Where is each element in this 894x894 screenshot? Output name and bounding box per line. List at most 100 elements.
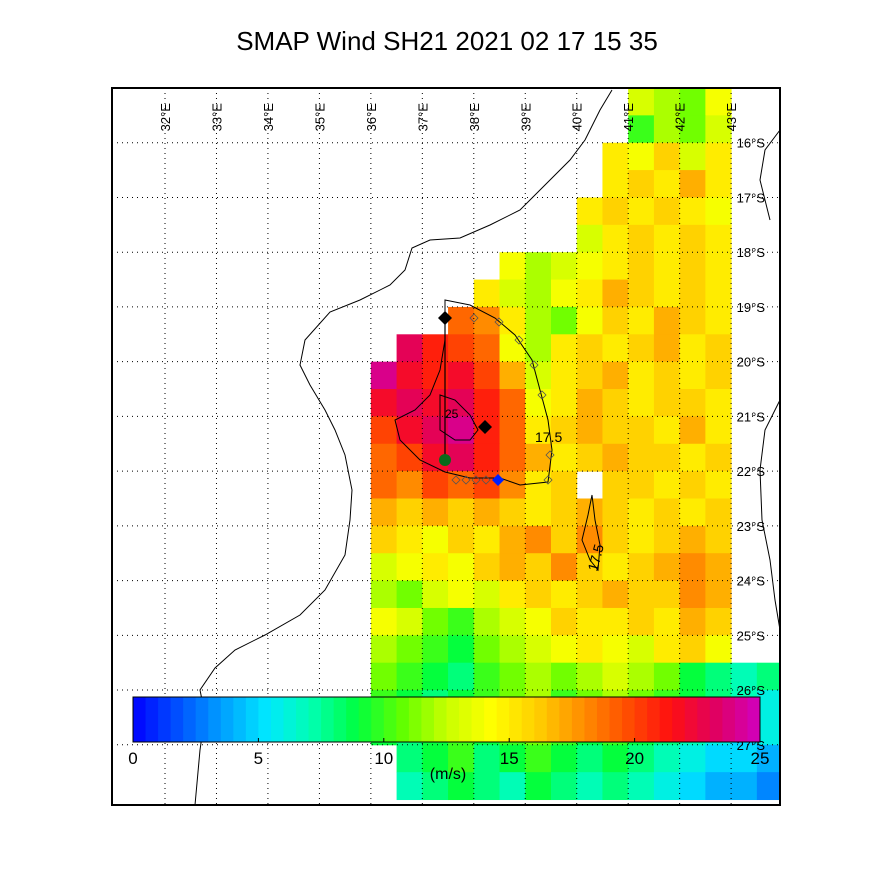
wind-cell [525, 607, 552, 636]
wind-cell [705, 334, 732, 363]
colorbar-swatch [208, 697, 222, 742]
colorbar-swatch [383, 697, 397, 742]
wind-cell [499, 498, 526, 527]
wind-cell [602, 744, 629, 773]
wind-cell [628, 88, 655, 116]
lat-label: 24°S [737, 574, 766, 589]
wind-cell [448, 525, 475, 554]
wind-cell [628, 170, 655, 198]
wind-cell [576, 224, 603, 253]
wind-cell [473, 553, 501, 582]
wind-cell [628, 197, 655, 226]
wind-cell [448, 498, 475, 527]
wind-cell [653, 279, 681, 308]
colorbar-swatch [722, 697, 736, 742]
wind-cell [370, 498, 398, 527]
wind-cell [628, 471, 655, 499]
wind-cell [370, 662, 398, 691]
wind-cell [473, 525, 501, 554]
colorbar-swatch [484, 697, 498, 742]
wind-cell [370, 635, 398, 664]
wind-cell [628, 306, 655, 335]
colorbar-swatch [321, 697, 335, 742]
wind-cell [602, 170, 629, 198]
wind-cell [370, 607, 398, 636]
wind-cell [448, 607, 475, 636]
wind-cell [653, 580, 681, 609]
wind-cell [499, 772, 526, 801]
wind-cell [422, 580, 449, 609]
wind-cell [653, 662, 681, 691]
wind-cell [602, 197, 629, 226]
wind-cell [396, 744, 423, 773]
wind-cell [525, 498, 552, 527]
wind-cell [448, 580, 475, 609]
wind-cell [653, 553, 681, 582]
storm-center [439, 454, 451, 466]
wind-cell [653, 416, 681, 445]
wind-cell [628, 553, 655, 582]
lat-label: 19°S [737, 300, 766, 315]
lat-label: 17°S [737, 190, 766, 205]
wind-cell [602, 224, 629, 253]
lat-label: 22°S [737, 464, 766, 479]
wind-cell [396, 498, 423, 527]
wind-cell [448, 389, 475, 417]
contour-label: 17.5 [584, 542, 607, 573]
wind-cell [705, 279, 732, 308]
colorbar-swatch [446, 697, 460, 742]
wind-cell [550, 416, 578, 445]
wind-cell [448, 443, 475, 472]
coastline [194, 89, 613, 806]
wind-cell [396, 471, 423, 499]
track-marker [438, 311, 452, 325]
wind-cell [370, 471, 398, 499]
wind-cell [370, 416, 398, 445]
wind-cell [705, 772, 732, 801]
wind-cell [473, 744, 501, 773]
wind-cell [525, 279, 552, 308]
wind-cell [422, 635, 449, 664]
wind-cell [705, 361, 732, 390]
wind-cell [396, 635, 423, 664]
colorbar-swatch [233, 697, 247, 742]
wind-cell [705, 744, 732, 773]
wind-cell [550, 662, 578, 691]
wind-cell [525, 306, 552, 335]
wind-cell [473, 443, 501, 472]
wind-cell [499, 361, 526, 390]
wind-cell [602, 607, 629, 636]
wind-cell [705, 471, 732, 499]
wind-cell [550, 744, 578, 773]
wind-cell [756, 662, 781, 691]
wind-cell [473, 361, 501, 390]
wind-cell [628, 772, 655, 801]
wind-cell [525, 553, 552, 582]
wind-cell [473, 635, 501, 664]
wind-cell [628, 361, 655, 390]
colorbar-swatch [672, 697, 686, 742]
colorbar-swatch [471, 697, 485, 742]
wind-cell [550, 471, 578, 499]
wind-cell [602, 416, 629, 445]
wind-cell [448, 662, 475, 691]
wind-cell [370, 443, 398, 472]
colorbar-swatch [459, 697, 473, 742]
wind-cell [448, 306, 475, 335]
lat-label: 21°S [737, 409, 766, 424]
wind-cell [525, 443, 552, 472]
wind-cell [370, 553, 398, 582]
colorbar-swatch [346, 697, 360, 742]
colorbar-swatch [622, 697, 636, 742]
wind-cell [499, 443, 526, 472]
colorbar-swatch [521, 697, 535, 742]
wind-cell [653, 471, 681, 499]
colorbar-swatch [433, 697, 447, 742]
wind-cell [550, 498, 578, 527]
wind-cell [396, 662, 423, 691]
wind-cell [628, 744, 655, 773]
wind-cell [422, 498, 449, 527]
wind-cell [576, 607, 603, 636]
wind-cell [653, 389, 681, 417]
wind-cell [679, 88, 706, 116]
